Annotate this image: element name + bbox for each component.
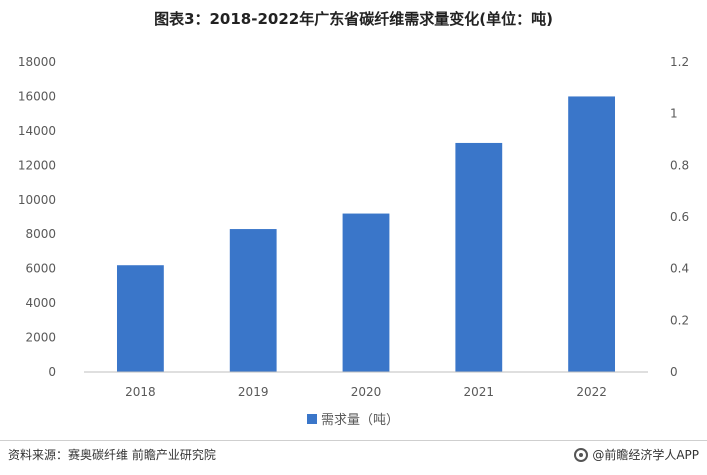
bar-2019 [229,229,277,372]
source-note: 资料来源：赛奥碳纤维 前瞻产业研究院 [8,448,216,462]
y-left-tick-label: 10000 [18,193,56,207]
y-right-tick-label: 1 [670,107,678,121]
y-left-tick-label: 8000 [25,227,56,241]
footer-divider [0,440,707,441]
bar-2022 [568,96,616,372]
bars-group [116,96,616,372]
y-right-tick-label: 0.6 [670,210,689,224]
y-left-tick-label: 18000 [18,55,56,69]
x-tick-label: 2021 [464,385,495,399]
y-right-tick-label: 0.2 [670,313,689,327]
y-right-tick-label: 0 [670,365,678,379]
left-axis-ticks: 0 2000 4000 6000 8000 10000 12000 14000 16000 180… [18,55,56,379]
chart-title: 图表3：2018-2022年广东省碳纤维需求量变化(单位：吨) [154,10,553,28]
y-right-tick-label: 0.8 [670,158,689,172]
brand-logo-icon [574,447,589,462]
y-left-tick-label: 14000 [18,124,56,138]
bar-2020 [342,213,390,372]
y-left-tick-label: 0 [48,365,56,379]
x-tick-label: 2019 [238,385,269,399]
bar-2018 [116,265,164,372]
legend-label: 需求量（吨） [321,413,399,428]
bar-chart: 0 2000 4000 6000 8000 10000 12000 14000 16000 180… [18,55,689,428]
x-axis-ticks: 2018 2019 2020 2021 2022 [125,385,607,399]
bar-2021 [455,142,503,372]
y-left-tick-label: 4000 [25,296,56,310]
x-tick-label: 2020 [351,385,382,399]
y-right-tick-label: 1.2 [670,55,689,69]
y-left-tick-label: 6000 [25,262,56,276]
y-right-tick-label: 0.4 [670,262,689,276]
x-tick-label: 2022 [576,385,607,399]
y-left-tick-label: 16000 [18,89,56,103]
brand-mark: @前瞻经济学人APP [574,446,699,463]
y-left-tick-label: 2000 [25,331,56,345]
brand-text: @前瞻经济学人APP [592,448,699,462]
legend: 需求量（吨） [307,413,399,428]
right-axis-ticks: 0 0.2 0.4 0.6 0.8 1 1.2 [670,55,689,379]
legend-swatch [307,414,317,424]
y-left-tick-label: 12000 [18,158,56,172]
x-tick-label: 2018 [125,385,156,399]
